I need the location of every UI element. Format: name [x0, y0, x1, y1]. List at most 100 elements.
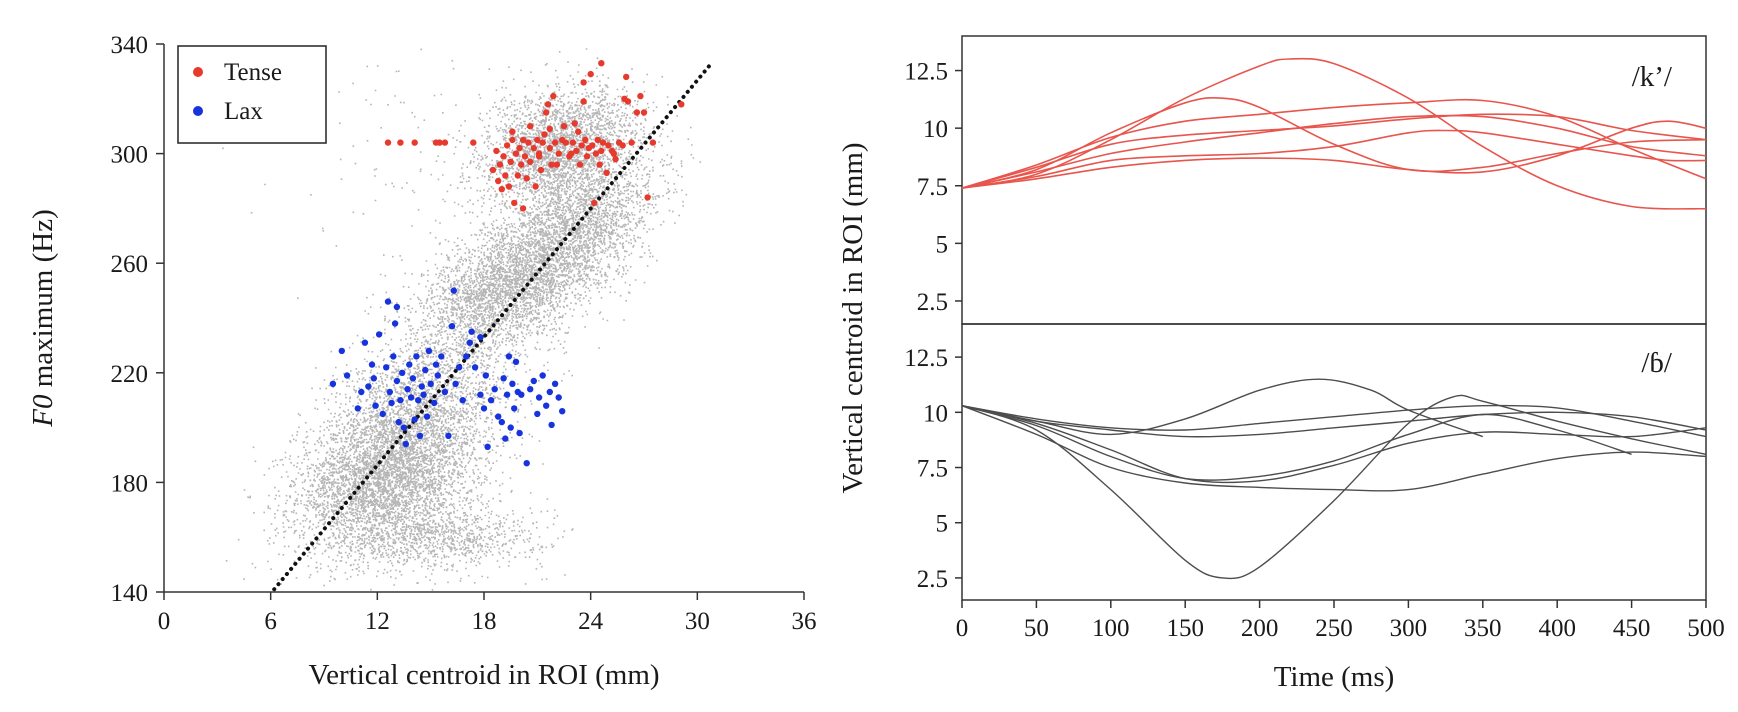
background-point-cloud — [222, 48, 702, 591]
tense-point — [507, 158, 514, 165]
lax-point — [393, 377, 401, 385]
y-tick-label: 2.5 — [917, 289, 948, 316]
tense-point — [397, 139, 404, 146]
lax-point — [368, 361, 376, 368]
x-tick-label: 200 — [1241, 615, 1279, 642]
lax-point — [441, 388, 449, 396]
y-title-italic-part: F0 — [27, 394, 59, 428]
x-tick-label: 36 — [792, 608, 817, 635]
tense-point — [541, 131, 548, 138]
lax-point — [370, 375, 377, 382]
lax-point — [559, 408, 566, 415]
lax-point — [503, 391, 511, 398]
b-trajectory-line — [961, 405, 1632, 481]
lax-point — [495, 413, 502, 420]
tense-point — [525, 139, 532, 146]
lax-point — [329, 380, 337, 387]
x-tick-label: 250 — [1315, 615, 1353, 642]
tense-point — [605, 142, 612, 149]
lax-point — [431, 399, 438, 407]
tense-point — [649, 139, 657, 146]
tense-point — [598, 60, 605, 67]
b-trajectory-line — [961, 405, 1707, 492]
lax-point — [413, 353, 420, 360]
legend-box — [177, 45, 327, 144]
lax-point — [546, 388, 553, 396]
x-tick-label: 150 — [1166, 615, 1204, 642]
scatter-legend: Tense Lax — [177, 45, 327, 144]
x-tick-label: 0 — [956, 615, 969, 642]
lax-point — [551, 380, 559, 387]
tense-point — [575, 128, 582, 135]
lax-point — [434, 372, 441, 379]
tense-point — [470, 139, 477, 146]
tense-point — [411, 139, 418, 146]
k-panel-label: /k’/ — [1632, 61, 1673, 93]
tense-point — [523, 175, 530, 182]
tense-point — [623, 73, 630, 81]
lax-point — [402, 440, 409, 448]
lax-point — [487, 397, 495, 404]
k-trajectory-line — [961, 114, 1707, 189]
x-tick-label: 50 — [1024, 615, 1049, 642]
tense-point — [521, 153, 529, 160]
lax-point — [543, 402, 550, 409]
tense-point — [603, 169, 610, 176]
tense-point — [539, 139, 546, 146]
lax-point — [411, 416, 418, 423]
tense-point — [551, 139, 559, 146]
tense-point — [633, 109, 641, 116]
lax-point — [463, 353, 470, 360]
k-trajectory-line — [961, 129, 1707, 189]
tense-point — [596, 161, 603, 168]
lax-point — [450, 287, 457, 294]
tense-point — [505, 183, 513, 190]
lax-point — [468, 328, 475, 335]
lax-point — [425, 347, 433, 355]
legend-label-tense: Tense — [224, 59, 282, 86]
lax-point — [482, 372, 489, 379]
tense-point — [543, 109, 550, 116]
tense-point — [495, 177, 502, 185]
tense-point — [546, 144, 553, 152]
tense-point — [498, 186, 505, 193]
lax-point — [400, 424, 408, 431]
lax-point — [498, 418, 505, 426]
scatter-x-axis-title: Vertical centroid in ROI (mm) — [308, 659, 659, 691]
lax-point — [338, 347, 345, 355]
lax-point — [406, 361, 413, 368]
legend-marker-tense — [193, 67, 203, 77]
tense-point — [612, 155, 619, 163]
scatter-x-ticks: 0 6 12 18 24 30 36 — [158, 592, 817, 635]
tense-point — [514, 172, 521, 179]
legend-marker-lax — [193, 106, 203, 116]
b-trajectory-line — [961, 378, 1484, 438]
tense-point — [569, 139, 577, 146]
x-tick-label: 350 — [1464, 615, 1502, 642]
scatter-series-points — [329, 60, 685, 467]
tense-point — [562, 139, 569, 146]
scatter-y-axis-title: F0 maximum (Hz) — [27, 209, 59, 427]
lax-point — [452, 380, 459, 387]
diagonal-line — [272, 61, 714, 592]
x-tick-label: 6 — [264, 608, 277, 635]
scatter-background-points — [222, 48, 702, 591]
k-trajectory-line — [961, 57, 1707, 210]
k-panel-y-ticks: 2.5 5 7.5 10 12.5 — [904, 59, 962, 316]
tense-point — [519, 136, 527, 144]
y-tick-label: 340 — [111, 32, 149, 59]
tense-point — [534, 136, 541, 144]
tense-point — [640, 109, 648, 116]
lax-point — [343, 372, 351, 379]
lax-point — [354, 405, 361, 412]
tense-point — [384, 139, 392, 146]
lax-point — [404, 386, 411, 393]
lax-point — [500, 375, 507, 382]
lax-point — [395, 418, 402, 426]
tense-point — [518, 161, 525, 168]
lax-point — [527, 386, 534, 393]
tense-point — [580, 79, 587, 86]
lax-point — [509, 380, 516, 387]
tense-point — [544, 101, 552, 108]
